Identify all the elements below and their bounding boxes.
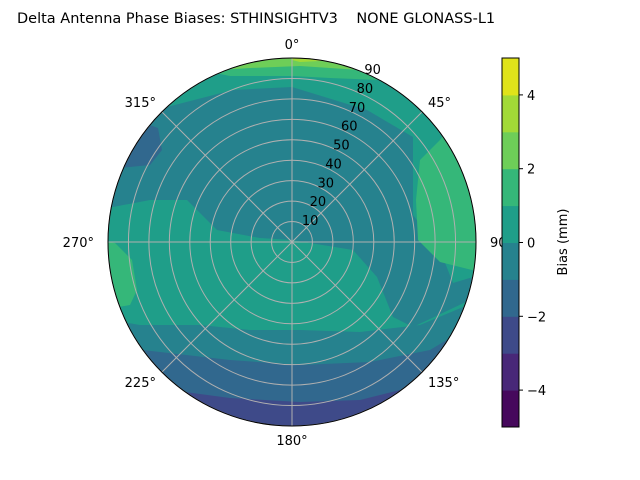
angular-tick-label: 315°	[125, 96, 156, 111]
colorbar-band	[502, 390, 519, 428]
radial-tick-label: 30	[317, 176, 334, 191]
contour-region-10	[210, 58, 440, 70]
radial-tick-label: 70	[349, 101, 366, 116]
radial-tick-label: 50	[333, 139, 350, 154]
colorbar-band	[502, 316, 519, 354]
angular-tick-label: 180°	[276, 434, 307, 449]
radial-tick-label: 10	[302, 214, 319, 229]
colorbar-band	[502, 242, 519, 280]
radial-tick-label: 90	[364, 63, 381, 78]
chart-title: Delta Antenna Phase Biases: STHINSIGHTV3…	[17, 11, 495, 27]
colorbar: −4 −2 0 2 4	[501, 57, 546, 428]
colorbar-label: Bias (mm)	[556, 209, 571, 276]
radial-tick-labels: 10 20 30 40 50 60 70 80 90	[302, 63, 381, 229]
colorbar-band	[502, 279, 519, 317]
polar-grid	[107, 57, 477, 427]
angular-gridline	[161, 241, 293, 373]
contour-region-12	[292, 58, 360, 62]
radial-tick-label: 20	[310, 195, 327, 210]
colorbar-band	[502, 353, 519, 391]
colorbar-tick-label: 4	[527, 89, 535, 104]
colorbar-band	[502, 94, 519, 133]
colorbar-tick-label: 2	[527, 163, 535, 178]
colorbar-tick-label: −2	[527, 310, 546, 325]
contour-region-1	[108, 87, 476, 327]
angular-tick-label: 0°	[285, 38, 300, 53]
radial-tick-label: 40	[325, 157, 342, 172]
polar-frame	[107, 57, 477, 427]
colorbar-band	[502, 131, 519, 170]
radial-tick-label: 80	[357, 82, 374, 97]
colorbar-band	[502, 168, 519, 207]
angular-gridline	[291, 111, 423, 243]
colorbar-tick-label: 0	[527, 237, 535, 252]
contour-region-7	[108, 58, 476, 272]
colorbar-tick-label: −4	[527, 384, 546, 399]
angular-gridline	[291, 241, 423, 373]
colorbar-band	[502, 205, 519, 243]
angular-tick-label: 225°	[125, 376, 156, 391]
radial-tick-label: 60	[341, 120, 358, 135]
angular-gridline	[161, 111, 293, 243]
colorbar-band	[502, 58, 519, 96]
angular-tick-label: 45°	[428, 96, 451, 111]
angular-tick-label: 135°	[428, 376, 459, 391]
angular-tick-label: 270°	[63, 236, 94, 251]
